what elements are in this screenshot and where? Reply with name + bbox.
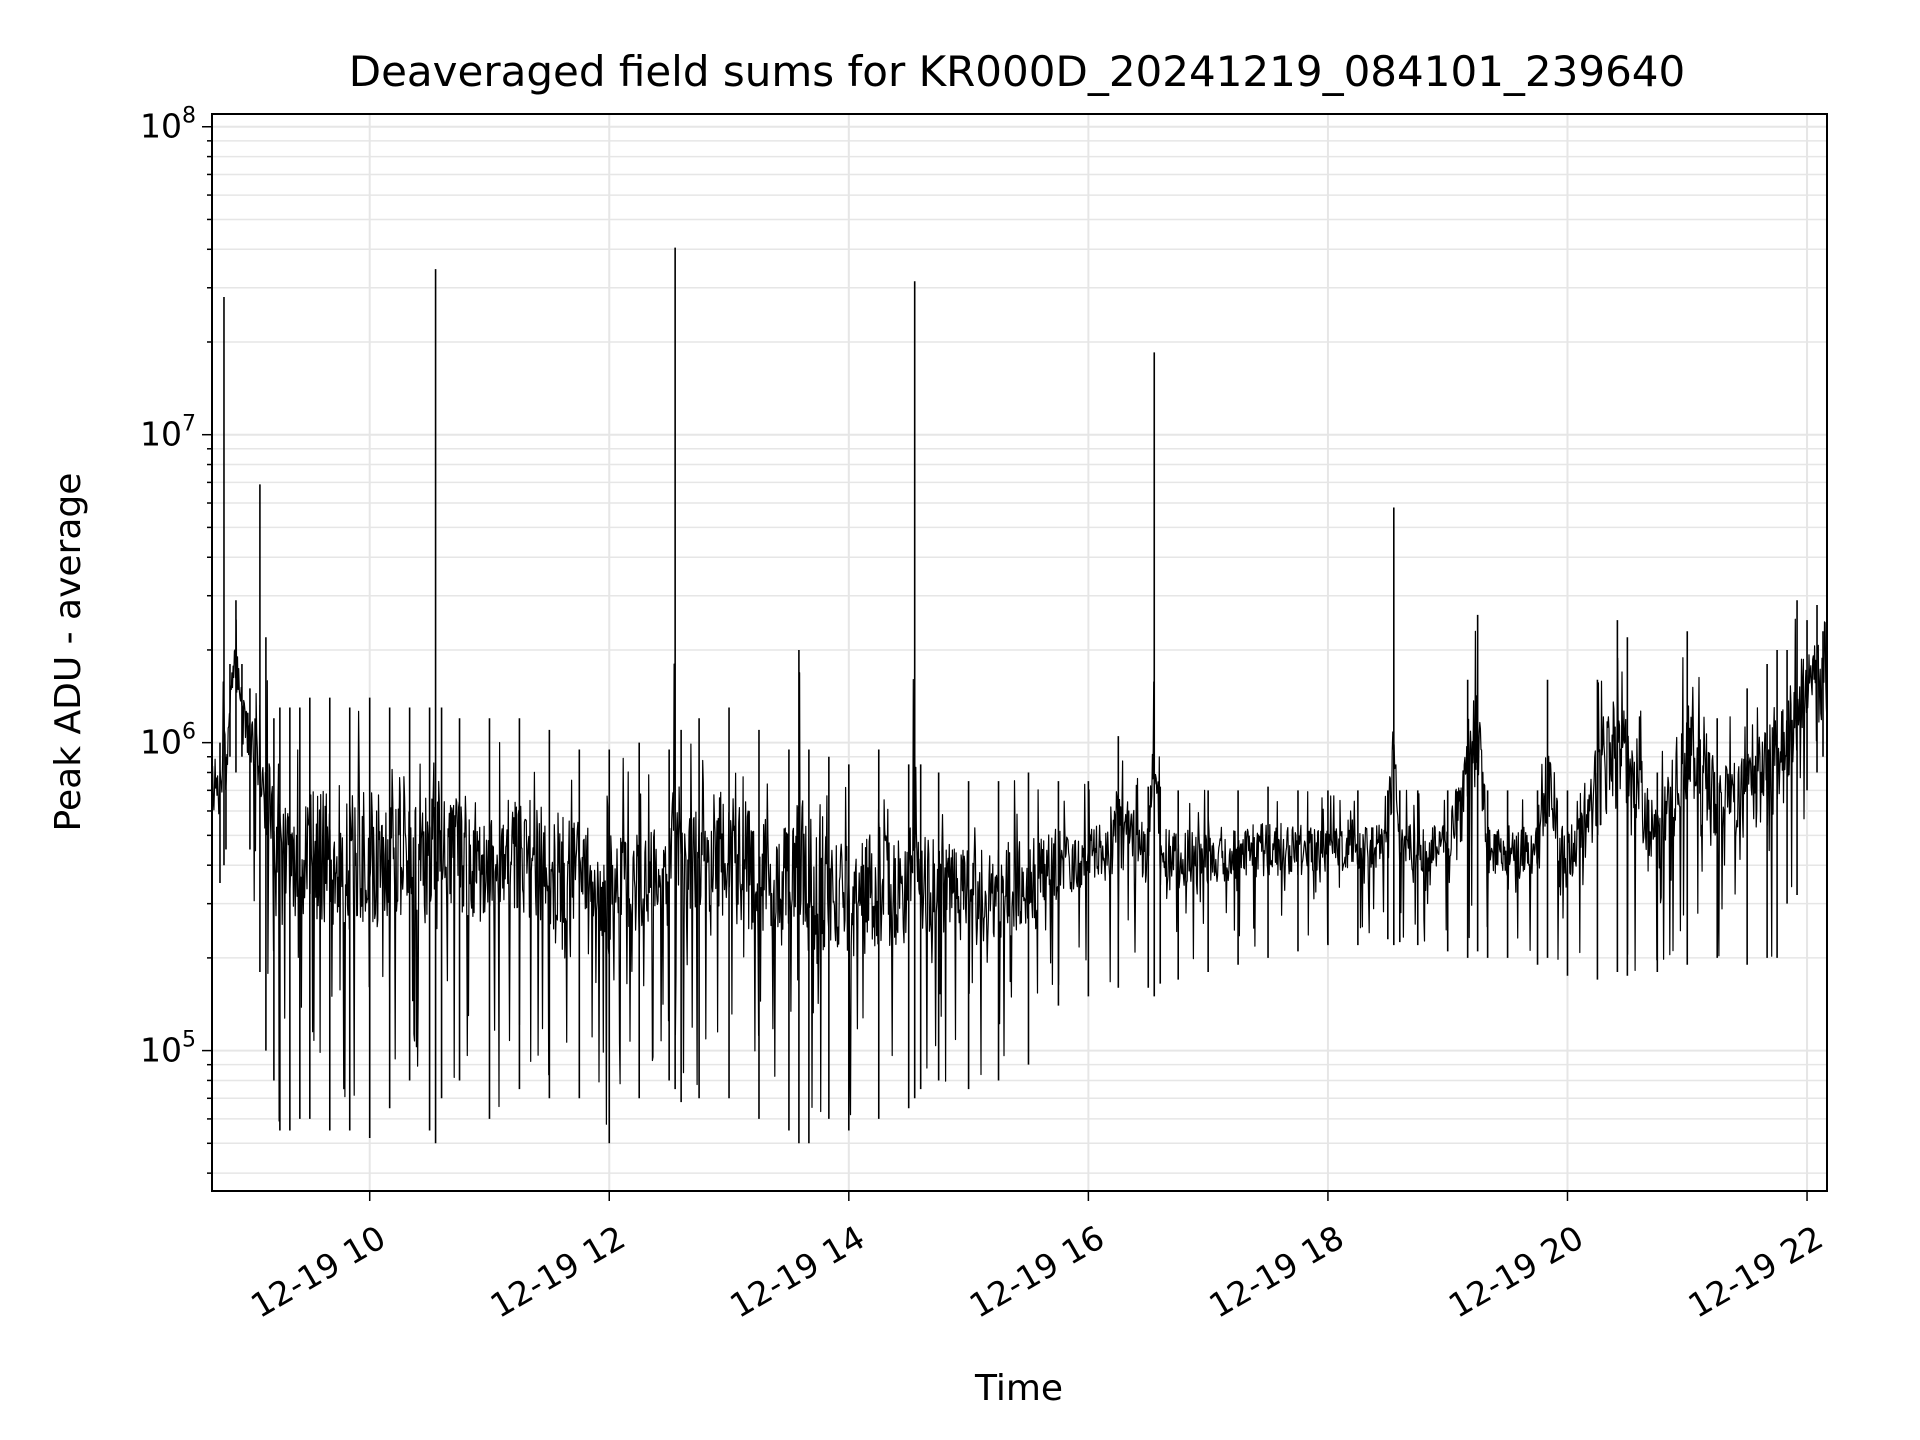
grid [212, 114, 1827, 1191]
y-tick-label: 107 [140, 412, 196, 454]
y-tick-label: 105 [140, 1028, 196, 1070]
series-layer [211, 165, 1828, 1144]
chart-title: Deaveraged field sums for KR000D_2024121… [349, 47, 1686, 96]
x-axis-label: Time [974, 1368, 1063, 1409]
y-axis-label: Peak ADU - average [48, 473, 89, 832]
y-tick-label: 106 [140, 720, 196, 762]
series-line [211, 618, 1828, 1125]
plot-frame [211, 113, 1828, 1192]
y-tick-label: 108 [140, 104, 196, 146]
y-axis: 105 106 107 108 [140, 104, 212, 1174]
